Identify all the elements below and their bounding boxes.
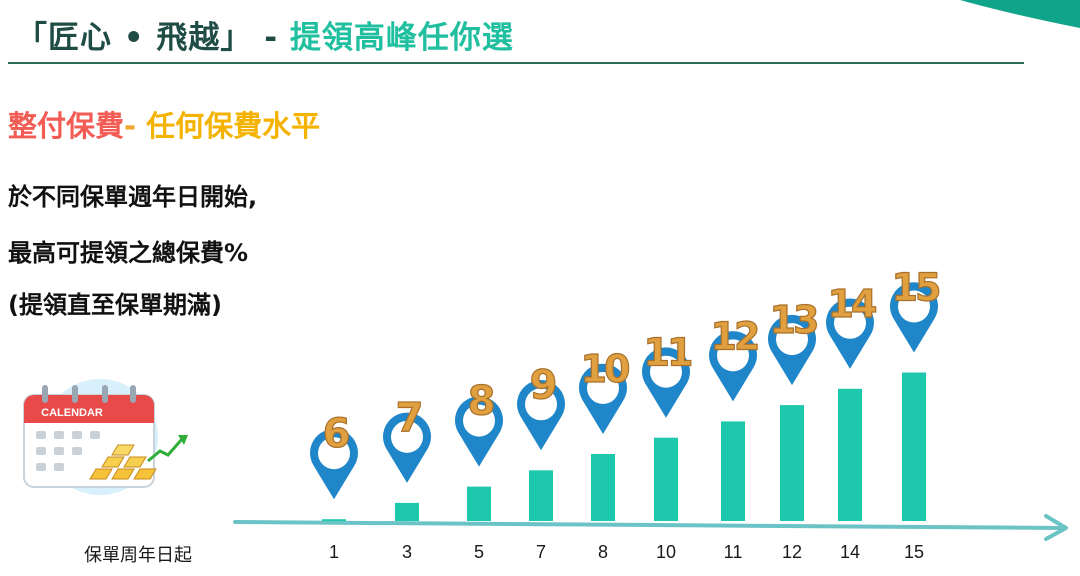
data-label-10: 10 <box>581 347 629 391</box>
bar-7 <box>529 470 553 521</box>
x-tick-label-12: 12 <box>782 542 802 562</box>
pin-center <box>898 290 930 323</box>
subheading: 整付保費- 任何保費水平 <box>8 103 320 145</box>
title-accent: 提領高峰任你選 <box>289 20 514 56</box>
bar-3 <box>395 502 419 521</box>
title-divider <box>8 62 1024 64</box>
bar-8 <box>591 454 615 521</box>
title-main: 「匠心 • 飛越」 <box>16 20 253 56</box>
pin-center <box>776 323 808 356</box>
description-line-3: (提領直至保單期滿) <box>8 291 222 319</box>
bar-5 <box>467 486 491 521</box>
pin-center <box>318 437 350 470</box>
x-tick-label-14: 14 <box>840 542 860 562</box>
bar-1 <box>322 519 346 521</box>
bar-15 <box>902 372 926 521</box>
data-label-6: 6 <box>323 411 349 457</box>
data-label-7: 7 <box>396 395 421 441</box>
x-tick-label-7: 7 <box>536 542 546 562</box>
bar-11 <box>721 421 745 521</box>
pin-center <box>463 404 495 437</box>
x-tick-label-15: 15 <box>904 542 924 562</box>
data-label-12: 12 <box>711 314 758 358</box>
calendar-gold-illustration: CALENDAR <box>23 379 188 495</box>
pin-center <box>587 372 619 404</box>
x-tick-label-11: 11 <box>724 542 743 562</box>
description-line-2: 最高可提領之總保費% <box>8 239 249 267</box>
subheading-dash: - <box>124 109 137 143</box>
pin-center <box>525 388 557 421</box>
x-tick-label-3: 3 <box>402 542 412 562</box>
x-tick-label-1: 1 <box>329 542 339 562</box>
data-label-14: 14 <box>828 282 876 326</box>
description-line-1: 於不同保單週年日開始, <box>8 183 258 211</box>
x-axis-arrowhead <box>1044 514 1068 541</box>
page-title: 「匠心 • 飛越」 - 提領高峰任你選 <box>16 12 514 57</box>
x-axis-caption: 保單周年日起 <box>84 545 192 566</box>
data-label-13: 13 <box>770 298 817 342</box>
data-label-15: 15 <box>892 266 939 310</box>
pin-center <box>834 306 866 339</box>
data-label-9: 9 <box>530 362 556 408</box>
x-tick-label-10: 10 <box>656 542 676 562</box>
bar-14 <box>838 388 862 521</box>
data-label-8: 8 <box>468 379 494 425</box>
x-axis-line <box>233 520 1062 530</box>
bar-10 <box>654 437 678 521</box>
x-tick-label-8: 8 <box>598 542 608 562</box>
subheading-premium-type: 整付保費 <box>8 109 125 143</box>
pin-center <box>391 420 423 453</box>
pin-center <box>717 339 749 372</box>
bar-12 <box>780 405 804 521</box>
x-tick-label-5: 5 <box>474 542 484 562</box>
pin-center <box>650 355 682 388</box>
calendar-label: CALENDAR <box>41 407 103 419</box>
title-separator: - <box>252 20 290 56</box>
data-label-11: 11 <box>644 331 691 375</box>
subheading-premium-level: 任何保費水平 <box>136 109 321 143</box>
